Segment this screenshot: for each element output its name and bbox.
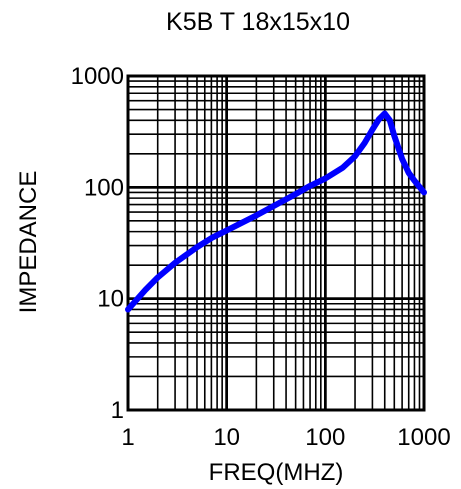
y-axis-label: IMPEDANCE <box>15 171 42 314</box>
x-tick-label: 1 <box>121 424 134 451</box>
x-tick-label: 1000 <box>397 424 450 451</box>
series-layer <box>125 110 427 313</box>
impedance-series-line <box>125 110 427 313</box>
x-tick-label: 100 <box>305 424 345 451</box>
y-tick-labels: 1 10 100 1000 <box>71 63 124 424</box>
y-tick-label: 1 <box>111 397 124 424</box>
plot-frame <box>126 74 426 412</box>
grid <box>126 74 426 412</box>
y-tick-label: 1000 <box>71 63 124 90</box>
plot-border <box>126 74 426 412</box>
x-tick-label: 10 <box>213 424 240 451</box>
chart-title: K5B T 18x15x10 <box>166 8 350 36</box>
y-tick-label: 100 <box>84 174 124 201</box>
x-tick-labels: 1 10 100 1000 <box>121 424 450 451</box>
x-axis-label: FREQ(MHZ) <box>209 459 344 486</box>
y-tick-label: 10 <box>97 286 124 313</box>
